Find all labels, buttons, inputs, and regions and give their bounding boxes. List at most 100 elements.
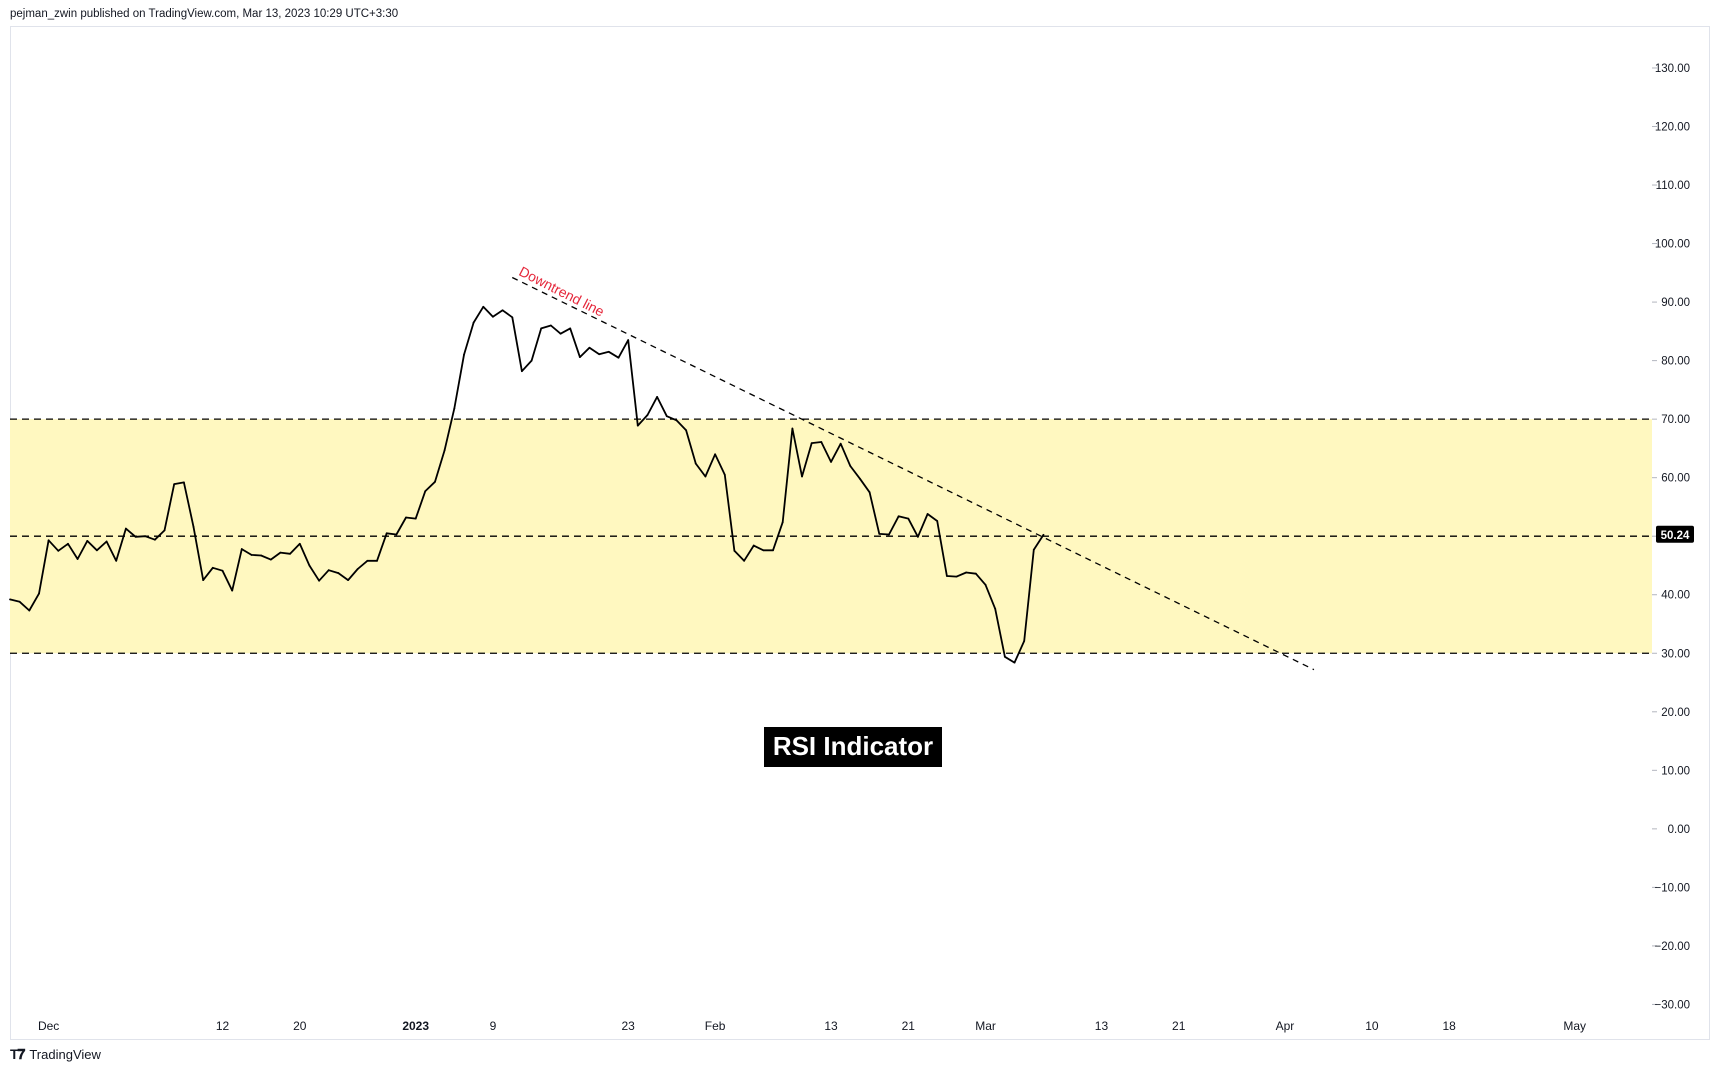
rsi-point (76, 558, 79, 560)
rsi-point (511, 316, 514, 319)
rsi-point (675, 419, 678, 422)
y-tick-label: 70.00 (1661, 414, 1690, 426)
y-tick-label: 110.00 (1656, 180, 1690, 192)
rsi-point (530, 359, 533, 362)
y-tick-label: 20.00 (1661, 707, 1690, 719)
y-tick-label: 100.00 (1655, 239, 1690, 251)
rsi-point (888, 533, 890, 536)
rsi-point (405, 516, 407, 519)
rsi-point (211, 566, 214, 569)
x-tick-label: 13 (824, 1019, 838, 1033)
tradingview-logo-icon[interactable]: ⁠T𝟕 (10, 1046, 25, 1062)
rsi-point (472, 321, 475, 324)
x-tick-label: Dec (38, 1019, 59, 1033)
rsi-point (694, 462, 697, 465)
y-tick-label: 30.00 (1661, 648, 1690, 660)
rsi-point (289, 552, 292, 555)
rsi-point (801, 475, 803, 478)
x-tick-label: 21 (1172, 1019, 1186, 1033)
rsi-point (453, 407, 456, 410)
current-value-badge (1656, 525, 1694, 543)
rsi-point (125, 527, 127, 530)
rsi-point (173, 483, 176, 486)
rsi-point (714, 453, 716, 456)
y-tick-label: 0.00 (1668, 824, 1690, 836)
rsi-point (96, 549, 98, 552)
rsi-point (1032, 548, 1035, 551)
y-tick-label: 130.00 (1655, 63, 1690, 75)
rsi-line[interactable] (9, 305, 1045, 664)
rsi-point (820, 441, 823, 443)
rsi-point (965, 571, 968, 574)
title-badge (764, 727, 942, 767)
rsi-point (1023, 640, 1026, 642)
rsi-point (588, 346, 591, 349)
chart-title: RSI Indicator (773, 731, 933, 761)
rsi-point (685, 429, 688, 432)
x-tick-label: 12 (216, 1019, 230, 1033)
x-tick-label: 10 (1365, 1019, 1379, 1033)
x-tick-label: 18 (1442, 1019, 1456, 1033)
rsi-point (859, 477, 861, 480)
rsi-point (646, 414, 649, 416)
y-tick-label: −20.00 (1655, 941, 1691, 953)
x-tick-label: 9 (490, 1019, 497, 1033)
rsi-point (366, 559, 369, 562)
rsi-point (385, 532, 388, 535)
y-tick-label: 60.00 (1661, 473, 1690, 485)
rsi-point (752, 544, 755, 547)
rsi-point (868, 491, 871, 494)
rsi-point (762, 549, 765, 552)
rsi-point (810, 442, 813, 445)
rsi-point (917, 535, 919, 538)
footer-branding: ⁠T𝟕 TradingView (10, 1046, 101, 1063)
rsi-point (926, 513, 929, 515)
rsi-point (578, 356, 581, 359)
rsi-point (240, 548, 243, 550)
rsi-point (569, 327, 572, 330)
x-tick-label: May (1563, 1019, 1586, 1033)
publisher-info: pejman_zwin published on TradingView.com… (10, 8, 399, 20)
downtrend-line[interactable] (511, 276, 1315, 671)
rsi-point (627, 339, 630, 342)
rsi-point (86, 539, 89, 542)
rsi-point (1042, 533, 1045, 536)
rsi-point (521, 370, 523, 373)
rsi-point (67, 542, 69, 545)
rsi-point (9, 598, 11, 601)
rsi-point (598, 353, 601, 356)
rsi-point (28, 609, 31, 612)
y-tick-label: −30.00 (1655, 999, 1691, 1011)
rsi-point (549, 324, 552, 327)
rsi-point (772, 549, 774, 552)
rsi-point (153, 538, 156, 541)
x-tick-label: 23 (621, 1019, 635, 1033)
rsi-point (279, 551, 282, 554)
rsi-point (791, 427, 794, 430)
rsi-point (347, 579, 349, 582)
rsi-point (434, 480, 436, 483)
rsi-point (463, 353, 465, 356)
y-tick-label: 40.00 (1661, 590, 1690, 602)
rsi-point (269, 558, 272, 561)
rsi-point (984, 583, 987, 586)
current-value-label: 50.24 (1661, 530, 1690, 542)
rsi-point (318, 579, 320, 582)
rsi-point (356, 568, 359, 570)
y-tick-label: 90.00 (1661, 297, 1690, 309)
rsi-point (202, 579, 205, 582)
rsi-point (946, 575, 948, 577)
rsi-point (878, 532, 881, 535)
y-tick-label: 80.00 (1661, 356, 1690, 368)
rsi-point (665, 415, 668, 418)
rsi-point (298, 542, 301, 545)
y-tick-label: −10.00 (1655, 882, 1691, 894)
rsi-point (221, 569, 224, 572)
rsi-point (743, 559, 745, 562)
x-tick-label: Mar (975, 1019, 996, 1033)
rsi-point (559, 332, 562, 335)
footer-brand-label[interactable]: TradingView (29, 1047, 101, 1062)
rsi-point (781, 521, 784, 524)
rsi-point (57, 549, 60, 552)
